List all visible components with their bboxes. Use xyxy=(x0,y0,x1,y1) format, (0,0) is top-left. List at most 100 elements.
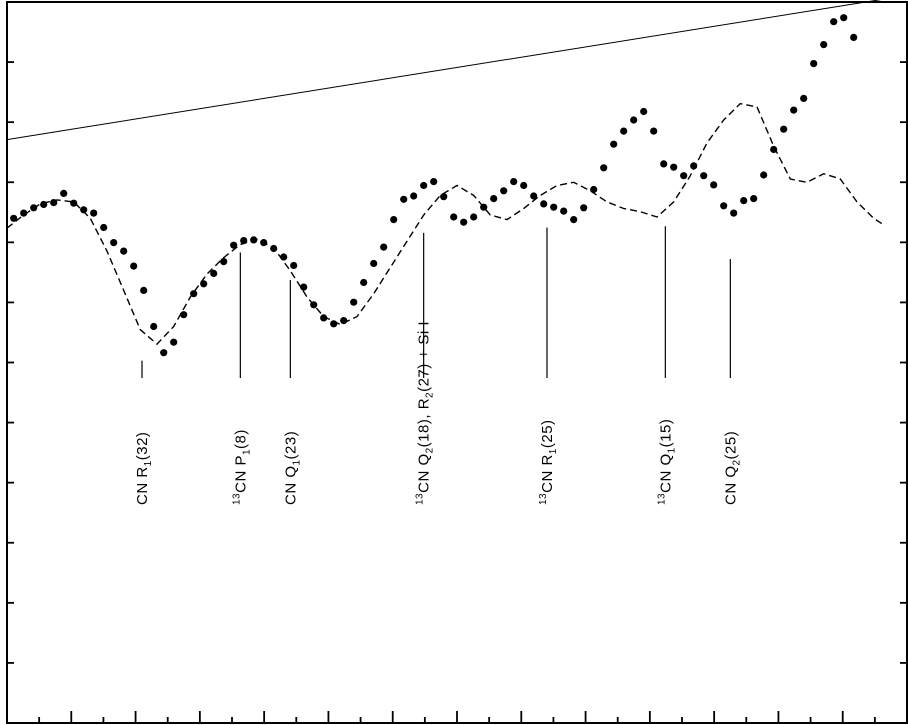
data-point xyxy=(730,209,738,217)
data-point xyxy=(240,237,248,245)
label-text: CN R xyxy=(134,466,151,505)
plot-frame-layer xyxy=(6,1,908,724)
data-point xyxy=(270,244,278,253)
data-point xyxy=(160,349,168,357)
label-superscript: 13 xyxy=(231,493,242,505)
data-point xyxy=(760,171,768,179)
fitted-profile-curve xyxy=(6,102,885,346)
line-id-label: 13CN Q2(18), R2(27) + Si I xyxy=(415,321,436,505)
data-point xyxy=(170,338,178,346)
data-point xyxy=(630,116,638,124)
label-superscript: 13 xyxy=(538,493,549,505)
label-text: CN Q xyxy=(416,453,433,493)
label-text: CN R xyxy=(539,454,556,493)
data-point xyxy=(450,213,458,221)
data-points-layer xyxy=(10,14,858,357)
label-superscript: 13 xyxy=(656,493,667,505)
data-point xyxy=(10,214,18,222)
data-point xyxy=(530,192,538,200)
data-point xyxy=(280,253,288,261)
data-point xyxy=(840,14,848,22)
data-point xyxy=(660,160,668,168)
label-text: CN Q xyxy=(657,453,674,493)
data-point xyxy=(70,199,78,207)
data-point xyxy=(440,193,448,201)
label-text: (15) xyxy=(657,419,674,448)
curve-layer xyxy=(6,0,885,346)
label-subscript: 1 xyxy=(666,447,677,453)
data-point xyxy=(750,195,758,203)
data-point xyxy=(40,200,48,209)
data-point xyxy=(410,192,418,200)
data-point xyxy=(220,258,228,266)
data-point xyxy=(100,223,108,232)
label-text: (18), R xyxy=(416,398,433,447)
data-point xyxy=(590,185,598,194)
data-point xyxy=(850,33,858,42)
data-point xyxy=(390,216,398,224)
data-point xyxy=(480,203,488,211)
data-point xyxy=(510,178,518,186)
data-point xyxy=(540,200,548,208)
data-point xyxy=(820,41,828,49)
data-point xyxy=(600,164,608,172)
line-id-label: CN Q2(25) xyxy=(722,431,742,505)
label-text: (23) xyxy=(282,431,299,460)
data-point xyxy=(550,203,558,211)
label-text: CN P xyxy=(232,455,249,493)
data-point xyxy=(180,311,188,319)
line-id-label: 13CN P1(8) xyxy=(231,429,252,505)
data-point xyxy=(490,195,498,203)
data-point xyxy=(740,197,748,205)
data-point xyxy=(250,236,258,244)
data-point xyxy=(620,127,628,135)
label-subscript: 1 xyxy=(143,460,154,466)
label-text: (27) + Si I xyxy=(416,321,433,392)
data-point xyxy=(370,259,378,268)
data-point xyxy=(130,262,138,270)
data-point xyxy=(30,204,38,212)
data-point xyxy=(300,283,308,291)
label-subscript: 1 xyxy=(548,448,559,454)
data-point xyxy=(560,207,568,215)
continuum-line xyxy=(6,0,882,141)
data-point xyxy=(340,317,348,325)
data-point xyxy=(650,127,658,135)
line-id-label: 13CN Q1(15) xyxy=(656,419,677,505)
data-point xyxy=(330,320,338,328)
label-subscript: 1 xyxy=(291,459,302,465)
data-point xyxy=(110,239,118,247)
data-point xyxy=(350,298,358,306)
data-point xyxy=(670,163,678,171)
data-point xyxy=(570,216,578,224)
line-id-label: CN Q1(23) xyxy=(282,431,302,505)
data-point xyxy=(610,140,618,148)
data-point xyxy=(50,199,58,207)
data-point xyxy=(700,172,708,180)
label-text: (32) xyxy=(134,432,151,461)
data-point xyxy=(580,204,588,212)
data-point xyxy=(680,172,688,180)
label-subscript: 2 xyxy=(731,459,742,465)
data-point xyxy=(470,213,478,221)
data-point xyxy=(140,286,148,294)
label-subscript: 2 xyxy=(425,447,436,453)
data-point xyxy=(360,278,368,287)
data-point xyxy=(800,94,808,102)
data-point xyxy=(430,178,438,186)
data-point xyxy=(190,290,198,298)
data-point xyxy=(290,261,298,270)
data-point xyxy=(90,209,98,217)
data-point xyxy=(420,181,428,190)
data-point xyxy=(120,247,128,255)
data-point xyxy=(310,301,318,309)
label-text: CN Q xyxy=(722,466,739,506)
data-point xyxy=(790,106,798,114)
label-text: (25) xyxy=(539,419,556,448)
data-point xyxy=(150,322,158,331)
data-point xyxy=(830,18,838,26)
data-point xyxy=(810,60,818,68)
data-point xyxy=(380,243,388,251)
